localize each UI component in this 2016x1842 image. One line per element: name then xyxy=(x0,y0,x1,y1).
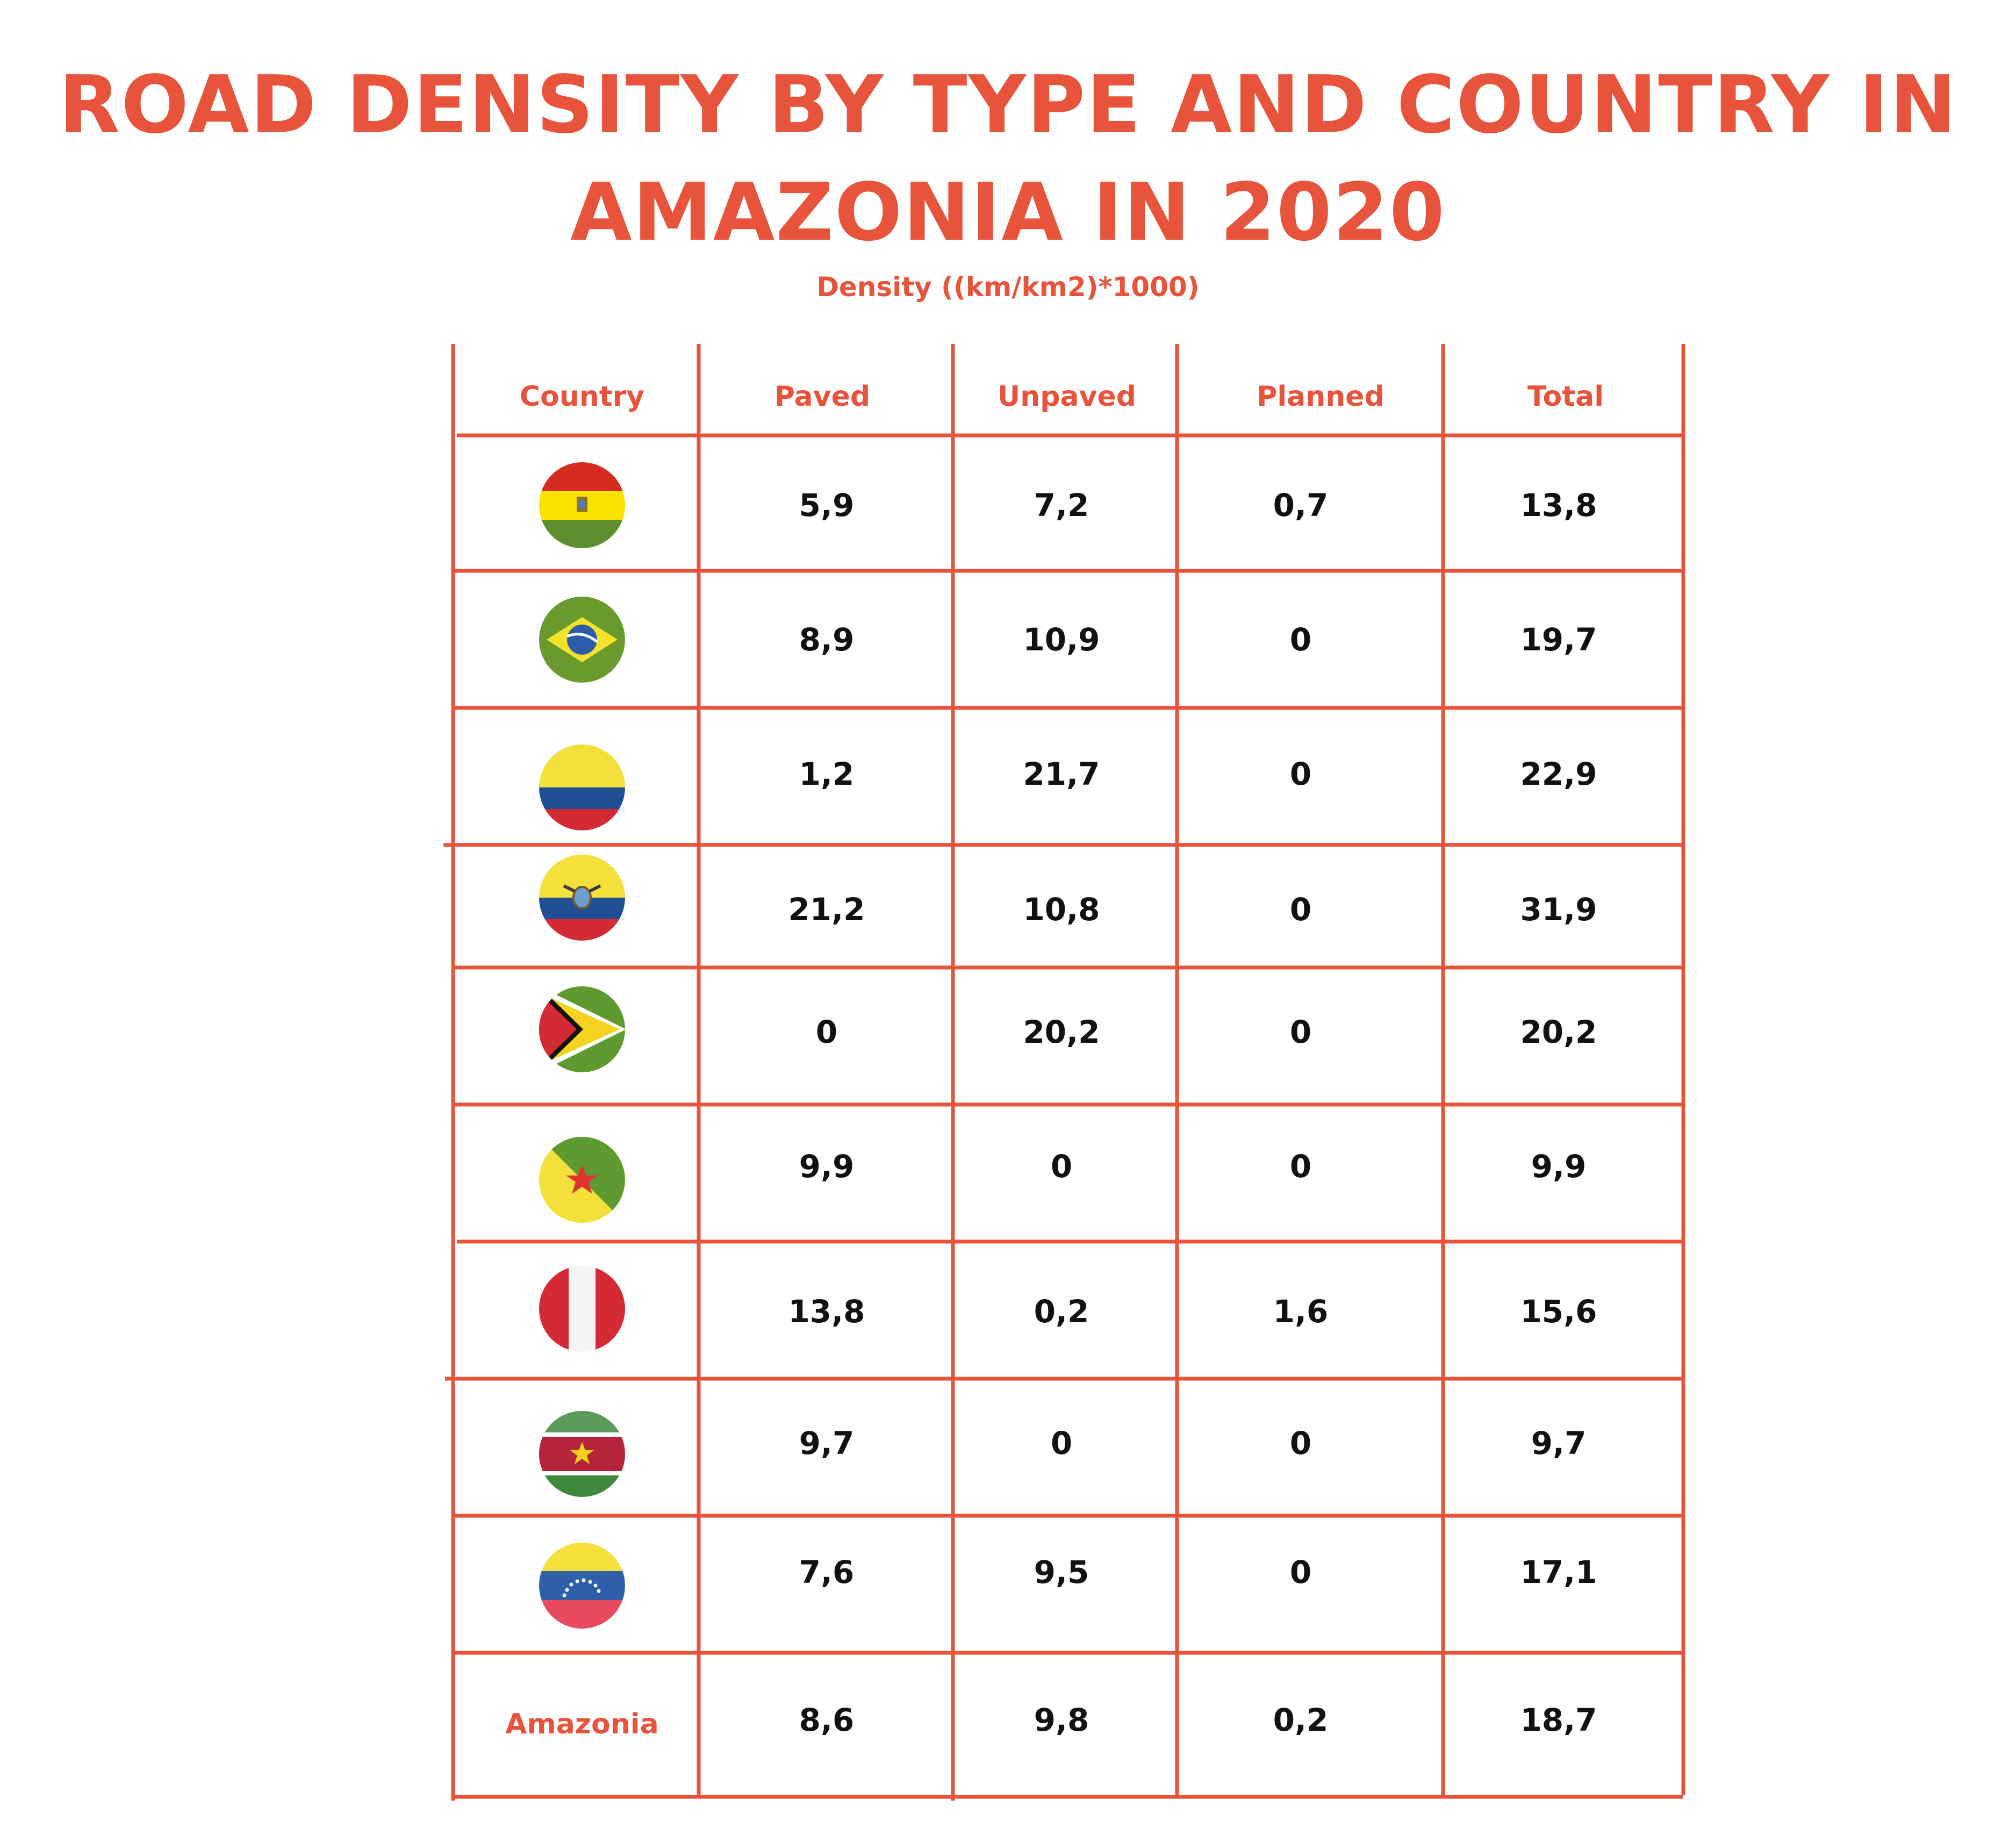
column-header-planned: Planned xyxy=(1257,381,1384,413)
ecuador-flag-icon xyxy=(539,855,625,941)
cell-planned: 0 xyxy=(1290,1425,1311,1461)
cell-total: 17,1 xyxy=(1520,1554,1597,1590)
cell-unpaved: 0 xyxy=(1051,1425,1072,1461)
cell-planned: 0 xyxy=(1290,1148,1311,1185)
cell-total: 9,9 xyxy=(1531,1148,1587,1185)
bolivia-flag-icon xyxy=(539,462,625,548)
chart-title: ROAD DENSITY BY TYPE AND COUNTRY IN AMAZ… xyxy=(59,59,1957,259)
table-values: 5,9 7,2 0,7 13,8 8,9 10,9 0 19,7 1,2 21,… xyxy=(788,487,1597,1738)
cell-paved: 8,6 xyxy=(799,1702,855,1738)
cell-unpaved: 9,8 xyxy=(1034,1702,1089,1738)
cell-total: 31,9 xyxy=(1520,891,1597,928)
cell-paved: 5,9 xyxy=(799,487,855,524)
cell-unpaved: 20,2 xyxy=(1023,1014,1100,1050)
cell-planned: 0 xyxy=(1290,756,1311,792)
cell-total: 15,6 xyxy=(1520,1293,1597,1330)
cell-unpaved: 7,2 xyxy=(1034,487,1089,524)
guyana-flag-icon xyxy=(539,986,625,1072)
table-grid xyxy=(443,344,1685,1801)
cell-planned: 1,6 xyxy=(1273,1293,1329,1330)
cell-unpaved: 10,9 xyxy=(1023,621,1100,658)
cell-planned: 0 xyxy=(1290,1014,1311,1050)
cell-planned: 0 xyxy=(1290,1554,1311,1590)
cell-paved: 1,2 xyxy=(799,756,855,792)
cell-planned: 0,2 xyxy=(1273,1702,1329,1738)
cell-total: 13,8 xyxy=(1520,487,1597,524)
cell-total: 9,7 xyxy=(1531,1425,1587,1461)
chart-subtitle: Density ((km/km2)*1000) xyxy=(816,271,1200,303)
cell-paved: 21,2 xyxy=(788,891,865,928)
cell-total: 19,7 xyxy=(1520,621,1597,658)
cell-unpaved: 21,7 xyxy=(1023,756,1100,792)
cell-paved: 0 xyxy=(816,1014,837,1050)
cell-total: 20,2 xyxy=(1520,1014,1597,1050)
cell-total: 22,9 xyxy=(1520,756,1597,792)
column-header-paved: Paved xyxy=(774,381,870,413)
cell-paved: 13,8 xyxy=(788,1293,865,1330)
suriname-flag-icon xyxy=(539,1411,625,1497)
column-header-unpaved: Unpaved xyxy=(998,381,1136,413)
cell-planned: 0 xyxy=(1290,891,1311,928)
cell-planned: 0 xyxy=(1290,621,1311,658)
cell-unpaved: 0,2 xyxy=(1034,1293,1089,1330)
cell-unpaved: 0 xyxy=(1051,1148,1072,1185)
cell-total: 18,7 xyxy=(1520,1702,1597,1738)
colombia-flag-icon xyxy=(539,744,625,830)
cell-unpaved: 9,5 xyxy=(1034,1554,1089,1590)
cell-paved: 9,7 xyxy=(799,1425,855,1461)
peru-flag-icon xyxy=(539,1266,625,1352)
column-header-total: Total xyxy=(1527,381,1604,413)
column-header-country: Country xyxy=(520,381,644,413)
venezuela-flag-icon xyxy=(539,1543,625,1629)
cell-unpaved: 10,8 xyxy=(1023,891,1100,928)
row-label-amazonia: Amazonia xyxy=(505,1708,658,1740)
cell-paved: 8,9 xyxy=(799,621,855,658)
brazil-flag-icon xyxy=(539,597,625,683)
cell-planned: 0,7 xyxy=(1273,487,1329,524)
cell-paved: 7,6 xyxy=(799,1554,855,1590)
french-guiana-flag-icon xyxy=(539,1137,625,1223)
cell-paved: 9,9 xyxy=(799,1148,855,1185)
